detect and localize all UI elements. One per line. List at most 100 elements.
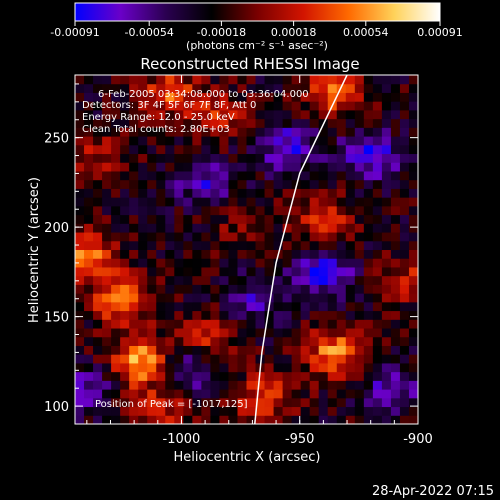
heatmap-cell: [336, 258, 347, 268]
heatmap-cell: [399, 197, 410, 207]
heatmap-cell: [201, 397, 211, 408]
heatmap-cell: [102, 371, 112, 381]
heatmap-cell: [156, 380, 166, 390]
heatmap-cell: [183, 354, 193, 364]
heatmap-cell: [273, 275, 284, 285]
heatmap-cell: [210, 75, 220, 85]
heatmap-cell: [255, 354, 266, 364]
heatmap-cell: [309, 249, 320, 259]
heatmap-cell: [192, 118, 202, 128]
heatmap-cell: [102, 275, 112, 285]
heatmap-cell: [309, 92, 320, 102]
heatmap-cell: [210, 188, 220, 198]
heatmap-cell: [336, 310, 347, 320]
heatmap-cell: [309, 144, 320, 155]
heatmap-cell: [372, 214, 383, 224]
heatmap-cell: [201, 101, 211, 111]
heatmap-cell: [165, 284, 175, 294]
heatmap-cell: [255, 232, 266, 242]
heatmap-cell: [300, 109, 311, 120]
heatmap-cell: [210, 258, 220, 268]
heatmap-cell: [147, 109, 157, 120]
heatmap-cell: [246, 188, 257, 198]
heatmap-cell: [327, 170, 338, 181]
heatmap-cell: [264, 144, 275, 155]
heatmap-cell: [93, 336, 103, 346]
heatmap-cell: [354, 170, 365, 181]
heatmap-cell: [291, 92, 302, 102]
heatmap-cell: [156, 371, 166, 381]
heatmap-cell: [228, 101, 238, 111]
heatmap-cell: [273, 415, 284, 424]
heatmap-cell: [390, 397, 401, 408]
heatmap-cell: [255, 371, 266, 381]
heatmap-cell: [399, 266, 410, 277]
heatmap-cell: [183, 249, 193, 259]
heatmap-cell: [102, 328, 112, 338]
heatmap-cell: [399, 240, 410, 250]
heatmap-cell: [399, 345, 410, 355]
heatmap-cell: [282, 249, 293, 259]
heatmap-cell: [138, 336, 148, 346]
heatmap-cell: [111, 232, 121, 242]
heatmap-cell: [363, 223, 374, 233]
heatmap-cell: [228, 371, 238, 381]
heatmap-cell: [219, 380, 229, 390]
heatmap-cell: [120, 136, 130, 146]
heatmap-cell: [408, 223, 418, 233]
heatmap-cell: [138, 293, 148, 303]
heatmap-cell: [165, 389, 175, 399]
heatmap-cell: [183, 406, 193, 416]
heatmap-cell: [147, 162, 157, 172]
heatmap-cell: [102, 205, 112, 216]
heatmap-cell: [75, 328, 85, 338]
annotation-clean: Clean Total counts: 2.80E+03: [82, 124, 230, 135]
heatmap-cell: [147, 397, 157, 408]
heatmap-cell: [201, 284, 211, 294]
heatmap-cell: [237, 354, 247, 364]
heatmap-cell: [75, 319, 85, 329]
heatmap-cell: [390, 310, 401, 320]
heatmap-cell: [363, 232, 374, 242]
heatmap-cell: [390, 127, 401, 137]
heatmap-cell: [228, 345, 238, 355]
heatmap-cell: [228, 249, 238, 259]
heatmap-cell: [93, 170, 103, 181]
heatmap-cell: [291, 153, 302, 163]
heatmap-cell: [129, 205, 139, 216]
heatmap-cell: [264, 319, 275, 329]
heatmap-cell: [327, 223, 338, 233]
heatmap-cell: [219, 266, 229, 277]
heatmap-cell: [291, 389, 302, 399]
heatmap-cell: [390, 266, 401, 277]
heatmap-cell: [93, 406, 103, 416]
heatmap-cell: [363, 75, 374, 85]
heatmap-cell: [327, 275, 338, 285]
heatmap-cell: [228, 179, 238, 189]
heatmap-cell: [246, 144, 257, 155]
heatmap-cell: [138, 284, 148, 294]
heatmap-cell: [336, 397, 347, 408]
heatmap-cell: [201, 118, 211, 128]
heatmap-cell: [399, 319, 410, 329]
heatmap-cell: [381, 214, 392, 224]
heatmap-cell: [102, 240, 112, 250]
heatmap-cell: [156, 118, 166, 128]
heatmap-cell: [291, 293, 302, 303]
heatmap-cell: [390, 371, 401, 381]
heatmap-cell: [309, 336, 320, 346]
heatmap-cell: [381, 188, 392, 198]
heatmap-cell: [345, 109, 356, 120]
heatmap-cell: [246, 258, 257, 268]
heatmap-cell: [363, 415, 374, 424]
heatmap-cell: [273, 162, 284, 172]
heatmap-cell: [300, 301, 311, 312]
heatmap-cell: [399, 380, 410, 390]
heatmap-cell: [309, 310, 320, 320]
heatmap-cell: [264, 205, 275, 216]
heatmap-cell: [120, 371, 130, 381]
heatmap-cell: [156, 153, 166, 163]
heatmap-cell: [129, 240, 139, 250]
heatmap-cell: [120, 345, 130, 355]
heatmap-cell: [210, 101, 220, 111]
